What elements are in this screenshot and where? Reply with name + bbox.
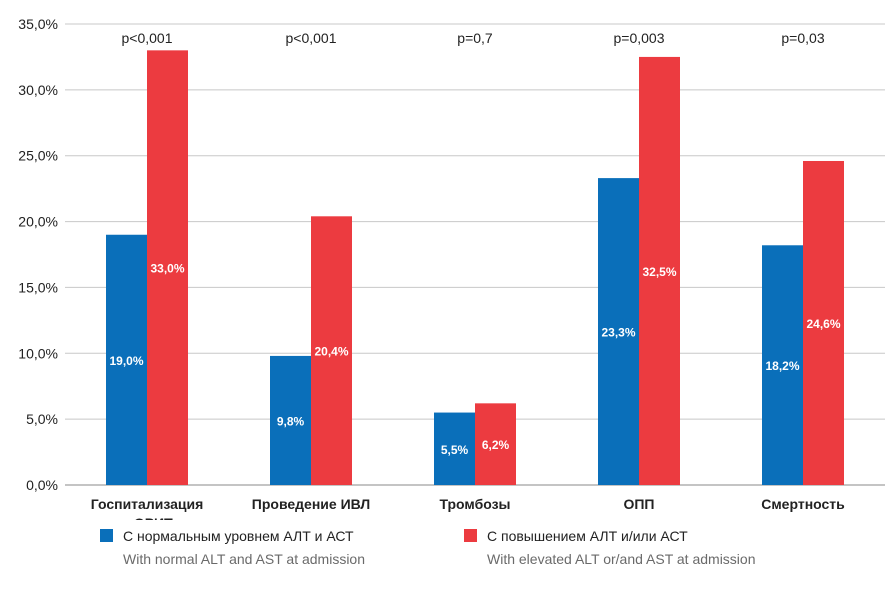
legend-swatch-normal [100,529,113,542]
y-tick-label: 15,0% [18,279,58,295]
data-label-elevated: 6,2% [482,438,510,452]
y-tick-label: 0,0% [26,477,58,493]
bars [106,50,844,485]
category-label: Проведение ИВЛ [252,496,370,512]
p-value-label: p<0,001 [122,30,173,46]
data-label-normal: 5,5% [441,443,469,457]
legend-label-elevated: С повышением АЛТ и/или АСТ [487,528,688,544]
category-label: в ОРИТ [121,515,173,520]
legend-label-normal: С нормальным уровнем АЛТ и АСТ [123,528,354,544]
legend-label-normal-en: With normal ALT and AST at admission [123,551,365,567]
data-label-normal: 18,2% [765,359,799,373]
category-label: ОПП [623,496,654,512]
legend-label-elevated-en: With elevated ALT or/and AST at admissio… [487,551,755,567]
category-label: Смертность [761,496,845,512]
y-tick-label: 30,0% [18,82,58,98]
category-label: Тромбозы [439,496,510,512]
data-label-normal: 23,3% [601,326,635,340]
data-label-elevated: 20,4% [314,345,348,359]
p-value-label: p=0,003 [614,30,665,46]
data-label-normal: 19,0% [109,354,143,368]
y-tick-label: 10,0% [18,345,58,361]
p-values: p<0,001 p<0,001 p=0,7 p=0,003 p=0,03 [122,30,825,46]
legend-item-normal: С нормальным уровнем АЛТ и АСТ With norm… [100,528,365,567]
data-label-elevated: 32,5% [642,265,676,279]
category-labels: Госпитализация в ОРИТ Проведение ИВЛ Тромбо… [91,496,845,520]
data-label-normal: 9,8% [277,414,305,428]
data-label-elevated: 24,6% [806,317,840,331]
legend-item-elevated: С повышением АЛТ и/или АСТ With elevated… [464,528,755,567]
legend-swatch-elevated [464,529,477,542]
y-tick-label: 35,0% [18,16,58,32]
y-tick-label: 20,0% [18,214,58,230]
data-label-elevated: 33,0% [150,262,184,276]
y-axis-ticks: 0,0% 5,0% 10,0% 15,0% 20,0% 25,0% 30,0% 35,0% [18,16,58,493]
category-label: Госпитализация [91,496,204,512]
p-value-label: p=0,7 [457,30,493,46]
y-tick-label: 5,0% [26,411,58,427]
p-value-label: p=0,03 [781,30,824,46]
bar-chart: 0,0% 5,0% 10,0% 15,0% 20,0% 25,0% 30,0% 35,0% 1… [0,0,891,520]
p-value-label: p<0,001 [286,30,337,46]
y-tick-label: 25,0% [18,148,58,164]
